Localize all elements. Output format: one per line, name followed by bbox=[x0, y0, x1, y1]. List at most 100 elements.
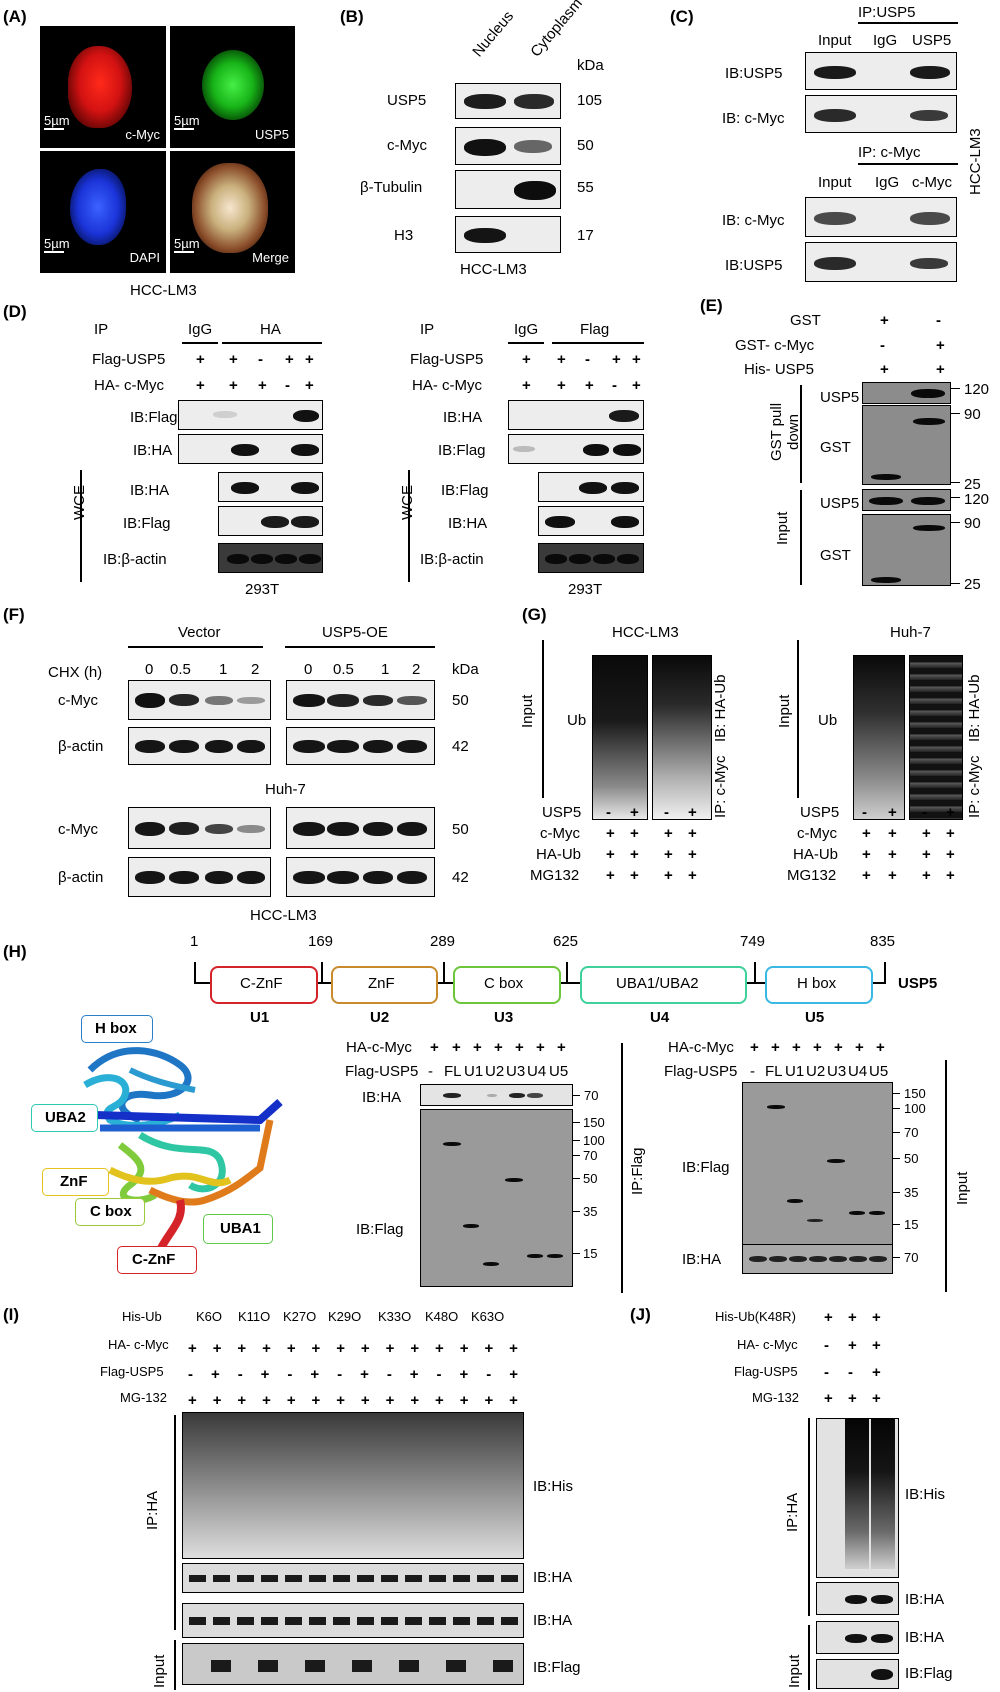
position: 169 bbox=[308, 933, 334, 950]
ip-label: IP: c-Myc bbox=[966, 755, 983, 819]
ip-label: IP: c-Myc bbox=[858, 144, 921, 161]
blot-h bbox=[742, 1244, 893, 1274]
mw-marker: 70 bbox=[584, 1088, 599, 1103]
mw-marker: 35 bbox=[583, 1204, 598, 1219]
blot-label: IB:HA bbox=[533, 1569, 573, 1586]
structure-label-box bbox=[203, 1214, 273, 1244]
blot-label: IB:HA bbox=[682, 1251, 722, 1268]
structure-label: UBA2 bbox=[45, 1109, 86, 1126]
blot-d bbox=[538, 472, 644, 502]
blot-label: IB:HA bbox=[443, 409, 483, 426]
ip-label: IP:HA bbox=[784, 1492, 801, 1532]
mw-marker: 25 bbox=[964, 576, 981, 593]
blot-i-ha bbox=[182, 1563, 524, 1593]
mw-marker: 70 bbox=[904, 1250, 919, 1265]
blot-label: c-Myc bbox=[58, 692, 98, 709]
ip-group: Flag bbox=[580, 321, 610, 338]
blot-e bbox=[862, 514, 951, 586]
wce-label: WCE bbox=[71, 485, 88, 520]
panel-label-b: (B) bbox=[340, 7, 364, 26]
blot-c4 bbox=[805, 242, 957, 282]
position: 749 bbox=[740, 933, 766, 950]
structure-label-box bbox=[75, 1198, 145, 1226]
kda-value: 105 bbox=[577, 92, 603, 109]
blot-label: IB:USP5 bbox=[725, 257, 783, 274]
kda-value: 50 bbox=[452, 821, 469, 838]
blot-j-ha bbox=[816, 1582, 899, 1615]
blot-label: GST bbox=[820, 439, 851, 456]
blot-label: IB:HA bbox=[905, 1629, 945, 1646]
mutant-label: K11O bbox=[238, 1309, 271, 1324]
kda-value: 50 bbox=[577, 137, 594, 154]
blot-label: USP5 bbox=[820, 389, 860, 406]
ub-label: Ub bbox=[567, 712, 587, 729]
blot-g-input bbox=[853, 655, 905, 820]
blot-j-his bbox=[816, 1418, 899, 1578]
blot-d bbox=[538, 506, 644, 536]
cell-line-label: HCC-LM3 bbox=[250, 907, 317, 924]
blot-label: β-actin bbox=[58, 738, 104, 755]
blot-g-ip bbox=[909, 655, 963, 820]
ip-group: IgG bbox=[188, 321, 213, 338]
panel-label-d: (D) bbox=[3, 302, 27, 321]
blot-e bbox=[862, 489, 951, 511]
blot-j-input-ha bbox=[816, 1621, 899, 1654]
kda-value: 17 bbox=[577, 227, 594, 244]
blot-label: GST bbox=[820, 547, 851, 564]
input-label: Input bbox=[954, 1171, 971, 1205]
mw-marker: 15 bbox=[904, 1217, 919, 1232]
blot-h bbox=[420, 1084, 573, 1106]
unit-label: U1 bbox=[250, 1009, 270, 1026]
condition-grid: + + + + + + + + + + + + + + - + - + - + - + - + - + - + + + + + + + + + + +… bbox=[188, 1340, 518, 1409]
ip-label: IP:Flag bbox=[629, 1147, 646, 1195]
ub-label: Ub bbox=[818, 712, 838, 729]
panel-label-j: (J) bbox=[630, 1305, 651, 1324]
input-label: Input bbox=[786, 1654, 803, 1688]
cell-line-label: HCC-LM3 bbox=[460, 261, 527, 278]
blot-d bbox=[178, 400, 323, 430]
wce-label: WCE bbox=[399, 485, 416, 520]
mw-marker: 120 bbox=[964, 381, 990, 398]
kda-value: 55 bbox=[577, 179, 594, 196]
unit-label: U3 bbox=[494, 1009, 514, 1026]
mw-marker: 70 bbox=[904, 1125, 919, 1140]
blot-label: IB:USP5 bbox=[725, 65, 783, 82]
cell-line-label: HCC-LM3 bbox=[130, 282, 197, 299]
blot-f bbox=[128, 727, 271, 765]
micrograph-label: c-Myc bbox=[125, 127, 160, 142]
unit-label: U2 bbox=[370, 1009, 390, 1026]
blot-label: IB:Flag bbox=[438, 442, 486, 459]
blot-f bbox=[286, 727, 435, 765]
cell-line-label: Huh-7 bbox=[265, 781, 306, 798]
domain-name: H box bbox=[797, 975, 837, 992]
blot-d bbox=[218, 543, 323, 573]
blot-i-flag bbox=[182, 1643, 524, 1685]
blot-i-his bbox=[182, 1412, 524, 1559]
protein-label: USP5 bbox=[898, 975, 938, 992]
ib-label: IB: HA-Ub bbox=[712, 674, 729, 742]
blot-g-ip bbox=[652, 655, 712, 820]
panel-label-c: (C) bbox=[670, 7, 694, 26]
blot-d bbox=[218, 472, 323, 502]
mw-marker: 150 bbox=[583, 1115, 605, 1130]
blot-label: IB:Flag bbox=[905, 1665, 953, 1682]
kda-value: 50 bbox=[452, 692, 469, 709]
blot-d bbox=[508, 434, 644, 464]
panel-label-g: (G) bbox=[522, 605, 547, 624]
ip-label: IP: c-Myc bbox=[712, 755, 729, 819]
blot-label: β-Tubulin bbox=[360, 179, 423, 196]
blot-label: IB:HA bbox=[362, 1089, 402, 1106]
domain-name: ZnF bbox=[368, 975, 395, 992]
mutant-label: K48O bbox=[425, 1309, 459, 1324]
blot-j-flag bbox=[816, 1659, 899, 1689]
unit-label: U5 bbox=[805, 1009, 825, 1026]
mutant-label: K27O bbox=[283, 1309, 317, 1324]
position: 289 bbox=[430, 933, 456, 950]
domain-box bbox=[210, 966, 318, 1004]
blot-label: USP5 bbox=[820, 495, 860, 512]
blot-h bbox=[420, 1109, 573, 1287]
blot-usp5 bbox=[455, 83, 561, 119]
micrograph-usp5: 5µm USP5 bbox=[170, 26, 295, 148]
mw-marker: 120 bbox=[964, 491, 990, 508]
domain-box bbox=[453, 966, 561, 1004]
